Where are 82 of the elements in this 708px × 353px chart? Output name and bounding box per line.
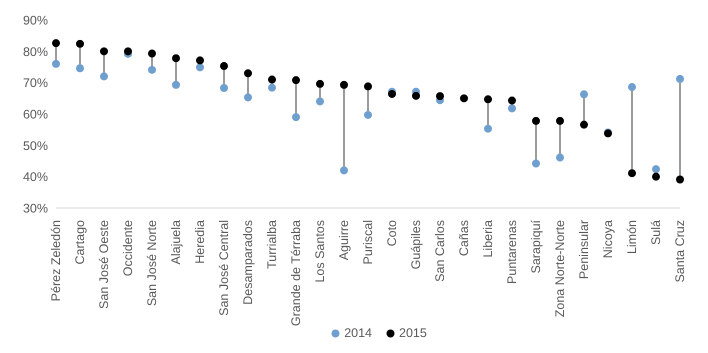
x-tick-label: Los Santos: [313, 220, 327, 283]
point: [364, 110, 372, 119]
x-tick-label: Desamparados: [241, 220, 255, 305]
y-tick-label: 60%: [22, 107, 48, 122]
point: [268, 76, 276, 84]
x-tick-label: San Carlos: [433, 220, 447, 282]
point: [532, 116, 540, 125]
y-tick-label: 40%: [22, 170, 48, 184]
x-tick-label: Alajuela: [169, 220, 183, 264]
point: [292, 113, 300, 122]
x-tick-label: Zona Norte-Norte: [553, 220, 567, 318]
point: [652, 172, 660, 181]
x-tick-label: Heredia: [193, 220, 207, 264]
point: [436, 92, 444, 100]
legend-label: 2014: [343, 326, 372, 340]
point: [652, 165, 660, 174]
point: [364, 82, 372, 90]
point: [148, 50, 156, 58]
x-tick-label: Coto: [385, 220, 399, 246]
x-tick-label: Turrialba: [265, 220, 279, 269]
point: [148, 66, 156, 74]
y-tick-label: 80%: [22, 44, 48, 59]
x-tick-label: Puntarenas: [505, 220, 519, 284]
point: [172, 80, 180, 89]
point: [484, 124, 492, 133]
point: [52, 60, 60, 68]
x-tick-label: Liberia: [481, 220, 495, 258]
y-tick-label: 50%: [22, 138, 48, 153]
point: [316, 97, 324, 106]
point: [244, 93, 252, 102]
point: [508, 96, 516, 105]
x-tick-label: Sarapiquí: [529, 219, 543, 274]
x-tick-label: Peninsular: [577, 220, 591, 280]
x-tick-label: Cartago: [73, 220, 87, 264]
x-tick-label: San José Central: [217, 220, 231, 316]
point: [484, 95, 492, 104]
point: [268, 84, 276, 92]
point: [580, 90, 588, 98]
x-tick-label: Puriscal: [361, 220, 375, 264]
y-tick-label: 70%: [22, 76, 48, 90]
point: [580, 120, 588, 129]
point: [532, 160, 540, 168]
point: [556, 154, 564, 162]
legend-label: 2015: [398, 326, 427, 340]
point: [172, 54, 180, 62]
x-tick-label: Limón: [625, 220, 639, 254]
point: [292, 76, 300, 84]
x-tick-label: Aguirre: [337, 220, 351, 260]
point: [76, 64, 84, 72]
point: [676, 175, 684, 184]
point: [100, 47, 108, 56]
x-tick-label: Sulá: [649, 220, 663, 246]
point: [124, 47, 132, 56]
y-tick-label: 30%: [22, 201, 48, 216]
x-tick-label: Pérez Zeledón: [49, 220, 63, 302]
point: [244, 69, 252, 78]
x-tick-label: Grande de Térraba: [289, 220, 303, 326]
point: [460, 94, 468, 102]
y-tick-label: 90%: [22, 13, 48, 28]
point: [340, 80, 348, 89]
point: [412, 92, 420, 100]
point: [508, 104, 516, 112]
point: [220, 84, 228, 92]
point: [628, 83, 636, 92]
point: [316, 80, 324, 88]
point: [628, 169, 636, 178]
point: [196, 56, 204, 64]
point: [676, 74, 684, 83]
point: [100, 72, 108, 80]
point: [556, 116, 564, 125]
point: [220, 62, 228, 70]
x-tick-label: San José Oeste: [97, 220, 111, 309]
x-tick-label: Guápiles: [409, 220, 423, 270]
x-tick-label: Occidente: [121, 220, 135, 276]
x-tick-label: Nicoya: [601, 220, 615, 258]
point: [340, 166, 348, 174]
point: [52, 39, 60, 48]
point: [76, 40, 84, 48]
point: [196, 63, 204, 72]
x-tick-label: Santa Cruz: [673, 220, 687, 283]
x-tick-label: San José Norte: [145, 220, 159, 306]
x-tick-label: Cañas: [457, 220, 471, 256]
